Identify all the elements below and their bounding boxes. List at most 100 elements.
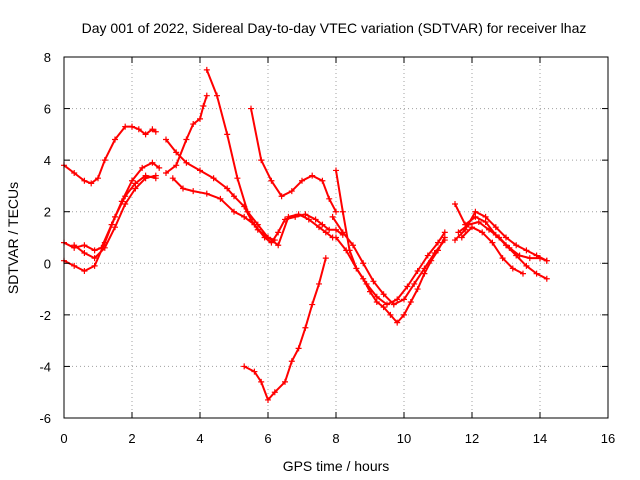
data-point-marker bbox=[496, 234, 503, 241]
data-point-marker bbox=[302, 324, 309, 331]
data-point-marker bbox=[421, 270, 428, 277]
series-3 bbox=[61, 172, 159, 275]
y-tick-label: -2 bbox=[39, 308, 51, 323]
data-point-marker bbox=[479, 229, 486, 236]
data-point-marker bbox=[122, 193, 129, 200]
series-10 bbox=[241, 255, 329, 403]
data-point-marker bbox=[458, 234, 465, 241]
data-point-marker bbox=[455, 229, 462, 236]
series-16 bbox=[455, 219, 550, 264]
data-point-marker bbox=[203, 92, 210, 99]
data-point-marker bbox=[329, 213, 336, 220]
data-point-marker bbox=[509, 265, 516, 272]
x-axis-label: GPS time / hours bbox=[283, 458, 390, 474]
data-series-layer bbox=[61, 66, 550, 403]
data-point-marker bbox=[421, 265, 428, 272]
data-point-marker bbox=[499, 255, 506, 262]
data-point-marker bbox=[183, 136, 190, 143]
x-tick-label: 0 bbox=[60, 431, 67, 446]
y-tick-label: 4 bbox=[44, 153, 51, 168]
series-trace bbox=[454, 210, 548, 262]
data-point-marker bbox=[322, 229, 329, 236]
data-point-marker bbox=[414, 268, 421, 275]
data-point-marker bbox=[319, 221, 326, 228]
data-point-marker bbox=[492, 224, 499, 231]
data-point-marker bbox=[302, 211, 309, 218]
data-point-marker bbox=[513, 242, 520, 249]
y-tick-label: 0 bbox=[44, 256, 51, 271]
series-9 bbox=[248, 105, 339, 215]
data-point-marker bbox=[506, 244, 513, 251]
data-point-marker bbox=[217, 195, 224, 202]
data-point-marker bbox=[132, 180, 139, 187]
data-point-marker bbox=[326, 195, 333, 202]
data-point-marker bbox=[309, 301, 316, 308]
data-point-marker bbox=[543, 275, 550, 282]
data-point-marker bbox=[112, 213, 118, 220]
data-point-marker bbox=[482, 213, 489, 220]
data-point-marker bbox=[312, 216, 319, 223]
data-point-marker bbox=[91, 262, 98, 269]
data-point-marker bbox=[278, 193, 285, 200]
data-point-marker bbox=[489, 239, 496, 246]
data-point-marker bbox=[139, 164, 146, 171]
y-tick-label: 2 bbox=[44, 205, 51, 220]
data-point-marker bbox=[285, 213, 292, 220]
series-7 bbox=[169, 175, 346, 246]
data-point-marker bbox=[183, 159, 190, 166]
x-tick-label: 14 bbox=[533, 431, 547, 446]
data-point-marker bbox=[156, 164, 163, 171]
series-8 bbox=[203, 66, 336, 249]
data-point-marker bbox=[95, 175, 101, 182]
data-point-marker bbox=[91, 247, 98, 254]
data-point-marker bbox=[265, 234, 271, 241]
data-point-marker bbox=[248, 105, 254, 112]
x-tick-label: 4 bbox=[196, 431, 203, 446]
data-point-marker bbox=[316, 224, 322, 231]
data-point-marker bbox=[333, 234, 339, 241]
data-point-marker bbox=[295, 345, 302, 352]
data-point-marker bbox=[288, 358, 295, 365]
data-point-marker bbox=[472, 208, 479, 215]
data-point-marker bbox=[231, 193, 237, 200]
data-point-marker bbox=[482, 219, 489, 226]
data-point-marker bbox=[414, 286, 421, 293]
series-13 bbox=[333, 229, 448, 308]
data-point-marker bbox=[339, 229, 346, 236]
series-trace bbox=[335, 231, 446, 306]
data-point-marker bbox=[231, 208, 237, 215]
data-point-marker bbox=[380, 304, 387, 311]
x-tick-label: 6 bbox=[264, 431, 271, 446]
series-trace bbox=[454, 203, 548, 280]
data-point-marker bbox=[275, 242, 282, 249]
data-point-marker bbox=[241, 363, 248, 370]
x-tick-label: 8 bbox=[332, 431, 339, 446]
y-tick-label: -6 bbox=[39, 411, 51, 426]
data-point-marker bbox=[152, 128, 159, 135]
data-point-marker bbox=[288, 188, 295, 195]
data-point-marker bbox=[452, 237, 458, 244]
data-point-marker bbox=[224, 131, 231, 138]
data-point-marker bbox=[360, 260, 367, 267]
axis-ticks: 0 2 4 6 8 10 12 14 16 -6 -4 -2 0 2 4 6 8 bbox=[39, 50, 615, 446]
data-point-marker bbox=[475, 219, 482, 226]
data-point-marker bbox=[203, 66, 210, 73]
data-point-marker bbox=[523, 247, 530, 254]
data-point-marker bbox=[149, 126, 156, 133]
data-point-marker bbox=[435, 239, 441, 246]
data-point-marker bbox=[152, 172, 159, 179]
data-point-marker bbox=[407, 298, 414, 305]
data-point-marker bbox=[122, 123, 129, 130]
data-point-marker bbox=[203, 190, 210, 197]
data-point-marker bbox=[326, 226, 333, 233]
data-point-marker bbox=[258, 157, 265, 164]
data-point-marker bbox=[401, 311, 407, 318]
data-point-marker bbox=[88, 180, 95, 187]
data-point-marker bbox=[316, 280, 322, 287]
data-point-marker bbox=[132, 185, 139, 192]
data-point-marker bbox=[71, 170, 78, 177]
data-point-marker bbox=[190, 188, 197, 195]
data-point-marker bbox=[370, 278, 377, 285]
data-point-marker bbox=[363, 280, 370, 287]
